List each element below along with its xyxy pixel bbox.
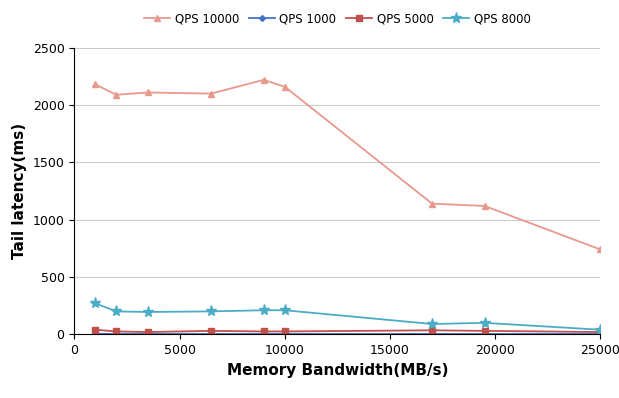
QPS 10000 xyxy=(92,82,99,87)
QPS 1000 xyxy=(281,332,288,336)
QPS 5000 xyxy=(597,330,604,334)
X-axis label: Memory Bandwidth(MB/s): Memory Bandwidth(MB/s) xyxy=(227,363,448,378)
QPS 8000 xyxy=(428,322,436,326)
QPS 5000 xyxy=(207,328,215,333)
QPS 10000 xyxy=(428,201,436,206)
QPS 5000 xyxy=(481,328,488,333)
QPS 8000 xyxy=(281,308,288,313)
QPS 10000 xyxy=(144,90,152,95)
QPS 8000 xyxy=(113,309,120,314)
QPS 1000 xyxy=(207,332,215,336)
QPS 1000 xyxy=(428,332,436,336)
QPS 5000 xyxy=(260,329,267,334)
QPS 10000 xyxy=(597,247,604,252)
QPS 5000 xyxy=(113,329,120,334)
QPS 8000 xyxy=(144,310,152,314)
QPS 1000 xyxy=(113,332,120,336)
QPS 10000 xyxy=(113,92,120,97)
Y-axis label: Tail latency(ms): Tail latency(ms) xyxy=(12,123,27,259)
QPS 1000 xyxy=(92,332,99,336)
QPS 10000 xyxy=(281,84,288,89)
Legend: QPS 10000, QPS 1000, QPS 5000, QPS 8000: QPS 10000, QPS 1000, QPS 5000, QPS 8000 xyxy=(139,8,535,30)
QPS 1000 xyxy=(260,332,267,336)
QPS 5000 xyxy=(281,329,288,334)
QPS 1000 xyxy=(144,332,152,336)
QPS 8000 xyxy=(92,301,99,306)
QPS 1000 xyxy=(481,332,488,336)
QPS 8000 xyxy=(597,327,604,332)
Line: QPS 10000: QPS 10000 xyxy=(92,76,604,253)
Line: QPS 8000: QPS 8000 xyxy=(90,298,606,335)
QPS 10000 xyxy=(260,78,267,82)
Line: QPS 1000: QPS 1000 xyxy=(93,332,602,336)
QPS 5000 xyxy=(144,330,152,334)
QPS 5000 xyxy=(92,327,99,332)
QPS 10000 xyxy=(207,91,215,96)
QPS 10000 xyxy=(481,203,488,208)
QPS 8000 xyxy=(207,309,215,314)
QPS 5000 xyxy=(428,328,436,333)
Line: QPS 5000: QPS 5000 xyxy=(92,326,604,336)
QPS 1000 xyxy=(597,332,604,336)
QPS 8000 xyxy=(260,308,267,313)
QPS 8000 xyxy=(481,320,488,325)
